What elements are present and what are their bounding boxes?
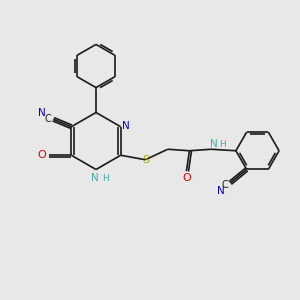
Text: O: O	[38, 150, 46, 160]
Text: H: H	[102, 174, 109, 183]
Text: S: S	[142, 155, 149, 165]
Text: N: N	[217, 186, 224, 197]
Text: C: C	[221, 180, 228, 190]
Text: C: C	[44, 114, 51, 124]
Text: N: N	[122, 121, 130, 131]
Text: H: H	[219, 140, 226, 149]
Text: O: O	[182, 173, 191, 183]
Text: N: N	[209, 139, 217, 149]
Text: N: N	[91, 173, 98, 183]
Text: N: N	[38, 108, 46, 118]
